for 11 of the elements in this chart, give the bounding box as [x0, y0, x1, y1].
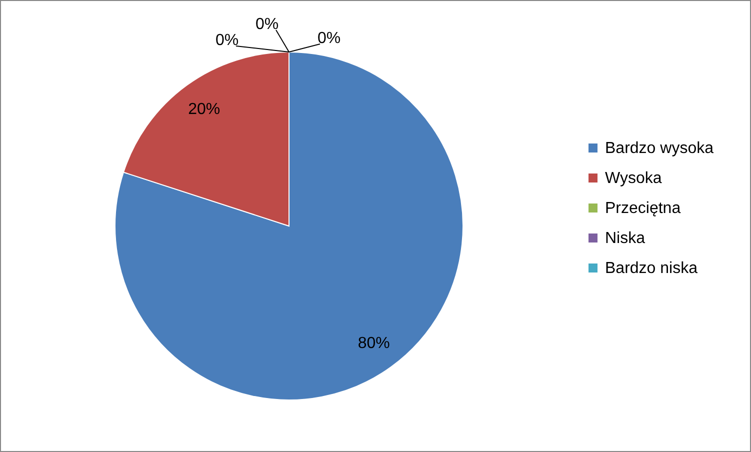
pie-slice: [114, 52, 464, 400]
text: 0%: [255, 16, 279, 33]
legend-label: Bardzo niska: [605, 260, 698, 277]
text: 0%: [317, 30, 341, 47]
text: 0%: [215, 32, 239, 49]
legend-label: Przeciętna: [605, 200, 681, 217]
data-label: 80%: [358, 334, 390, 352]
legend-label: Bardzo wysoka: [605, 140, 714, 157]
data-label: 20%: [188, 101, 220, 118]
legend-label: Wysoka: [605, 170, 662, 187]
legend-label: Niska: [605, 230, 646, 247]
